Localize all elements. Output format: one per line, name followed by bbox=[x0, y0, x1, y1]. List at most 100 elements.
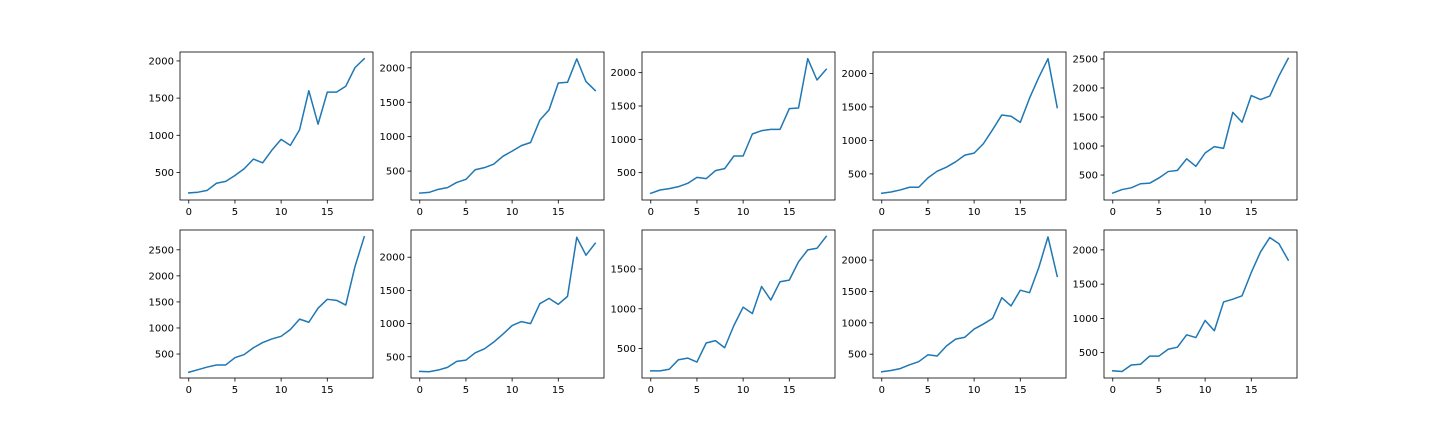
y-tick-label: 500 bbox=[848, 350, 867, 361]
axes-frame bbox=[410, 51, 605, 201]
y-tick-label: 1500 bbox=[380, 98, 405, 109]
axes-frame bbox=[872, 229, 1067, 379]
subplot-9: 0 5 10 15 500 1000 1500 2000 bbox=[842, 229, 1067, 396]
x-tick-label: 0 bbox=[417, 385, 423, 396]
subplot-8: 0 5 10 15 500 1000 1500 bbox=[611, 229, 836, 396]
x-tick-label: 15 bbox=[1014, 207, 1027, 218]
y-tick-label: 1000 bbox=[149, 131, 174, 142]
y-tick-label: 1000 bbox=[611, 135, 636, 146]
axes-frame bbox=[179, 229, 374, 379]
y-tick-label: 1000 bbox=[380, 132, 405, 143]
x-tick-label: 0 bbox=[879, 207, 885, 218]
y-tick-label: 1500 bbox=[842, 287, 867, 298]
y-tick-label: 500 bbox=[1079, 171, 1098, 182]
series-line bbox=[187, 57, 366, 194]
y-tick-label: 1000 bbox=[380, 319, 405, 330]
axes-frame bbox=[641, 51, 836, 201]
x-tick-label: 0 bbox=[186, 385, 192, 396]
x-tick-label: 0 bbox=[1110, 207, 1116, 218]
y-tick-label: 2500 bbox=[1073, 54, 1098, 65]
series-line bbox=[1111, 57, 1290, 195]
x-tick-label: 5 bbox=[232, 207, 238, 218]
y-tick-label: 500 bbox=[386, 352, 405, 363]
x-tick-label: 5 bbox=[925, 207, 931, 218]
y-tick-label: 1500 bbox=[380, 286, 405, 297]
y-tick-label: 1500 bbox=[611, 102, 636, 113]
y-tick-label: 1500 bbox=[1073, 113, 1098, 124]
x-tick-label: 10 bbox=[275, 207, 288, 218]
y-tick-label: 1000 bbox=[842, 136, 867, 147]
x-tick-label: 5 bbox=[463, 385, 469, 396]
y-tick-label: 500 bbox=[386, 167, 405, 178]
axes-frame bbox=[179, 51, 374, 201]
axes-frame bbox=[641, 229, 836, 379]
subplot-1: 0 5 10 15 500 1000 1500 2000 bbox=[149, 51, 374, 218]
x-tick-label: 5 bbox=[463, 207, 469, 218]
y-tick-label: 2000 bbox=[380, 63, 405, 74]
axes-frame bbox=[872, 51, 1067, 201]
subplot-7: 0 5 10 15 500 1000 1500 2000 bbox=[380, 229, 605, 396]
x-tick-label: 5 bbox=[232, 385, 238, 396]
series-line bbox=[650, 235, 828, 372]
y-tick-label: 1500 bbox=[149, 297, 174, 308]
x-tick-label: 15 bbox=[1245, 385, 1258, 396]
subplot-6: 0 5 10 15 500 1000 1500 2000 2500 bbox=[149, 229, 374, 396]
y-tick-label: 500 bbox=[1079, 348, 1098, 359]
x-tick-label: 15 bbox=[1245, 207, 1258, 218]
x-tick-label: 10 bbox=[737, 385, 750, 396]
x-tick-label: 5 bbox=[694, 207, 700, 218]
y-tick-label: 1500 bbox=[1073, 280, 1098, 291]
x-tick-label: 0 bbox=[1110, 385, 1116, 396]
y-tick-label: 1500 bbox=[149, 94, 174, 105]
subplot-3: 0 5 10 15 500 1000 1500 2000 bbox=[611, 51, 836, 218]
series-line bbox=[187, 235, 366, 374]
x-tick-label: 15 bbox=[321, 385, 334, 396]
series-line bbox=[418, 236, 597, 373]
y-tick-label: 2000 bbox=[149, 56, 174, 67]
y-tick-label: 2000 bbox=[1073, 245, 1098, 256]
y-tick-label: 1000 bbox=[1073, 314, 1098, 325]
subplot-10: 0 5 10 15 500 1000 1500 2000 bbox=[1073, 229, 1298, 396]
x-tick-label: 0 bbox=[417, 207, 423, 218]
axes-frame bbox=[1103, 51, 1298, 201]
x-tick-label: 15 bbox=[552, 207, 565, 218]
y-tick-label: 2000 bbox=[842, 256, 867, 267]
y-tick-label: 500 bbox=[617, 168, 636, 179]
x-tick-label: 0 bbox=[186, 207, 192, 218]
y-tick-label: 2000 bbox=[842, 69, 867, 80]
axes-frame bbox=[1103, 229, 1298, 379]
x-tick-label: 10 bbox=[275, 385, 288, 396]
y-tick-label: 500 bbox=[848, 169, 867, 180]
y-tick-label: 500 bbox=[155, 350, 174, 361]
x-tick-label: 10 bbox=[1199, 207, 1212, 218]
x-tick-label: 15 bbox=[321, 207, 334, 218]
y-tick-label: 1000 bbox=[611, 304, 636, 315]
x-tick-label: 15 bbox=[783, 207, 796, 218]
x-tick-label: 10 bbox=[1199, 385, 1212, 396]
subplot-2: 0 5 10 15 500 1000 1500 2000 bbox=[380, 51, 605, 218]
x-tick-label: 10 bbox=[968, 385, 981, 396]
x-tick-label: 10 bbox=[506, 207, 519, 218]
series-line bbox=[880, 236, 1059, 373]
y-tick-label: 1500 bbox=[842, 102, 867, 113]
y-tick-label: 2000 bbox=[380, 253, 405, 264]
x-tick-label: 0 bbox=[879, 385, 885, 396]
x-tick-label: 10 bbox=[506, 385, 519, 396]
series-line bbox=[649, 57, 828, 195]
subplot-5: 0 5 10 15 500 1000 1500 2000 2500 bbox=[1073, 51, 1298, 218]
x-tick-label: 5 bbox=[1156, 385, 1162, 396]
series-line bbox=[880, 57, 1059, 195]
series-line bbox=[1111, 236, 1290, 373]
y-tick-label: 1000 bbox=[1073, 142, 1098, 153]
x-tick-label: 5 bbox=[925, 385, 931, 396]
y-tick-label: 2500 bbox=[149, 245, 174, 256]
y-tick-label: 500 bbox=[155, 168, 174, 179]
y-tick-label: 1500 bbox=[611, 264, 636, 275]
y-tick-label: 2000 bbox=[611, 68, 636, 79]
x-tick-label: 5 bbox=[1156, 207, 1162, 218]
x-tick-label: 0 bbox=[648, 385, 654, 396]
x-tick-label: 10 bbox=[737, 207, 750, 218]
x-tick-label: 5 bbox=[694, 385, 700, 396]
x-tick-label: 10 bbox=[968, 207, 981, 218]
